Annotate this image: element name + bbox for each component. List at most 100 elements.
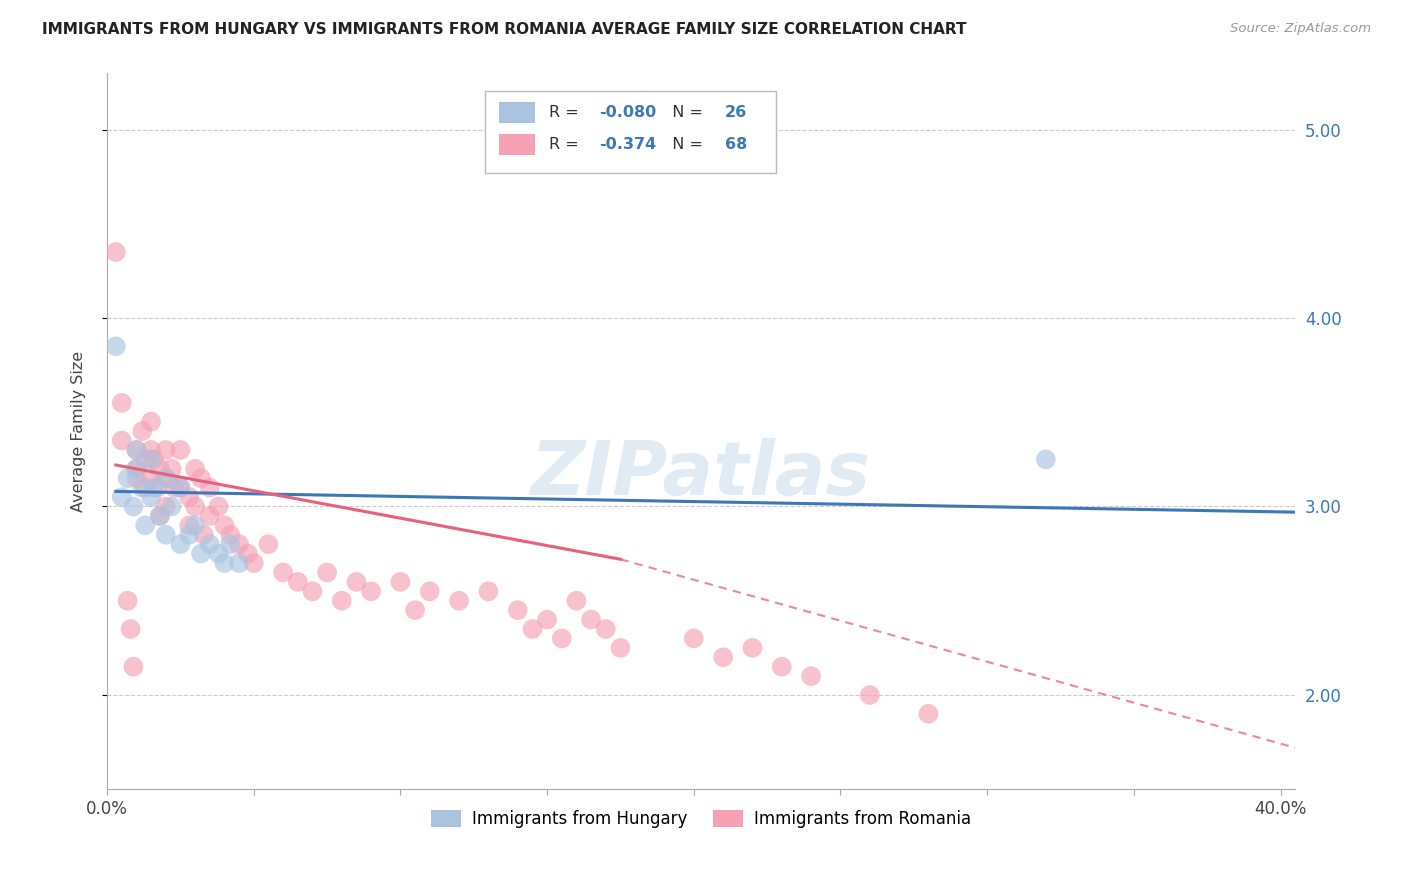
Point xyxy=(134,452,156,467)
Point xyxy=(316,566,339,580)
Point xyxy=(139,442,162,457)
Point xyxy=(506,603,529,617)
Point xyxy=(219,528,242,542)
Point xyxy=(179,518,201,533)
Point xyxy=(198,537,221,551)
Text: ZIPatlas: ZIPatlas xyxy=(531,438,872,510)
Point xyxy=(346,574,368,589)
Point xyxy=(565,593,588,607)
Point xyxy=(214,556,236,570)
Bar xyxy=(499,102,534,123)
Point xyxy=(389,574,412,589)
Point xyxy=(117,593,139,607)
Point xyxy=(104,245,127,260)
Point xyxy=(193,528,215,542)
Point xyxy=(131,481,153,495)
Point xyxy=(111,434,134,448)
Point xyxy=(146,481,169,495)
Text: -0.080: -0.080 xyxy=(599,105,657,120)
Point xyxy=(122,500,145,514)
Point xyxy=(609,640,631,655)
Point xyxy=(449,593,471,607)
Point xyxy=(522,622,544,636)
Point xyxy=(139,490,162,504)
Point xyxy=(155,471,177,485)
Point xyxy=(120,622,142,636)
Point xyxy=(198,481,221,495)
Point xyxy=(770,659,793,673)
Point xyxy=(207,500,229,514)
Point xyxy=(125,462,148,476)
Point xyxy=(242,556,264,570)
Point xyxy=(111,490,134,504)
Point xyxy=(163,481,186,495)
Point xyxy=(228,556,250,570)
Point xyxy=(419,584,441,599)
Point xyxy=(917,706,939,721)
Point xyxy=(682,632,704,646)
Point xyxy=(859,688,882,702)
Point xyxy=(143,481,166,495)
Point xyxy=(179,490,201,504)
Point xyxy=(169,481,191,495)
Point xyxy=(125,471,148,485)
Point xyxy=(595,622,617,636)
Text: IMMIGRANTS FROM HUNGARY VS IMMIGRANTS FROM ROMANIA AVERAGE FAMILY SIZE CORRELATI: IMMIGRANTS FROM HUNGARY VS IMMIGRANTS FR… xyxy=(42,22,967,37)
Point xyxy=(360,584,382,599)
Point xyxy=(190,471,212,485)
Point xyxy=(131,424,153,438)
Point xyxy=(579,613,602,627)
Point xyxy=(122,659,145,673)
Point xyxy=(301,584,323,599)
Text: Source: ZipAtlas.com: Source: ZipAtlas.com xyxy=(1230,22,1371,36)
Point xyxy=(214,518,236,533)
Legend: Immigrants from Hungary, Immigrants from Romania: Immigrants from Hungary, Immigrants from… xyxy=(425,803,979,835)
Point xyxy=(134,481,156,495)
Y-axis label: Average Family Size: Average Family Size xyxy=(72,351,86,512)
Point xyxy=(257,537,280,551)
Point xyxy=(219,537,242,551)
Point xyxy=(236,547,259,561)
Point xyxy=(160,462,183,476)
Point xyxy=(155,471,177,485)
Point xyxy=(149,508,172,523)
Point xyxy=(155,500,177,514)
Point xyxy=(190,547,212,561)
Point xyxy=(228,537,250,551)
Point xyxy=(198,508,221,523)
Point xyxy=(330,593,353,607)
Point xyxy=(287,574,309,589)
Point xyxy=(139,471,162,485)
Text: -0.374: -0.374 xyxy=(599,137,657,153)
Point xyxy=(551,632,574,646)
Point xyxy=(125,442,148,457)
Point xyxy=(207,547,229,561)
Bar xyxy=(499,134,534,155)
Point xyxy=(477,584,499,599)
Point xyxy=(800,669,823,683)
Text: R =: R = xyxy=(550,105,583,120)
Point xyxy=(1035,452,1057,467)
Point xyxy=(169,442,191,457)
Text: 26: 26 xyxy=(725,105,747,120)
Point xyxy=(125,462,148,476)
Point xyxy=(711,650,734,665)
Point xyxy=(139,415,162,429)
Point xyxy=(271,566,294,580)
Point xyxy=(125,442,148,457)
Bar xyxy=(485,91,776,173)
Point xyxy=(184,518,207,533)
Point xyxy=(169,481,191,495)
Point xyxy=(741,640,763,655)
Text: N =: N = xyxy=(662,105,709,120)
Point xyxy=(117,471,139,485)
Text: N =: N = xyxy=(662,137,709,153)
Point xyxy=(169,537,191,551)
Point xyxy=(184,500,207,514)
Point xyxy=(149,508,172,523)
Point xyxy=(536,613,558,627)
Point xyxy=(111,396,134,410)
Point xyxy=(184,462,207,476)
Point xyxy=(160,500,183,514)
Point xyxy=(155,442,177,457)
